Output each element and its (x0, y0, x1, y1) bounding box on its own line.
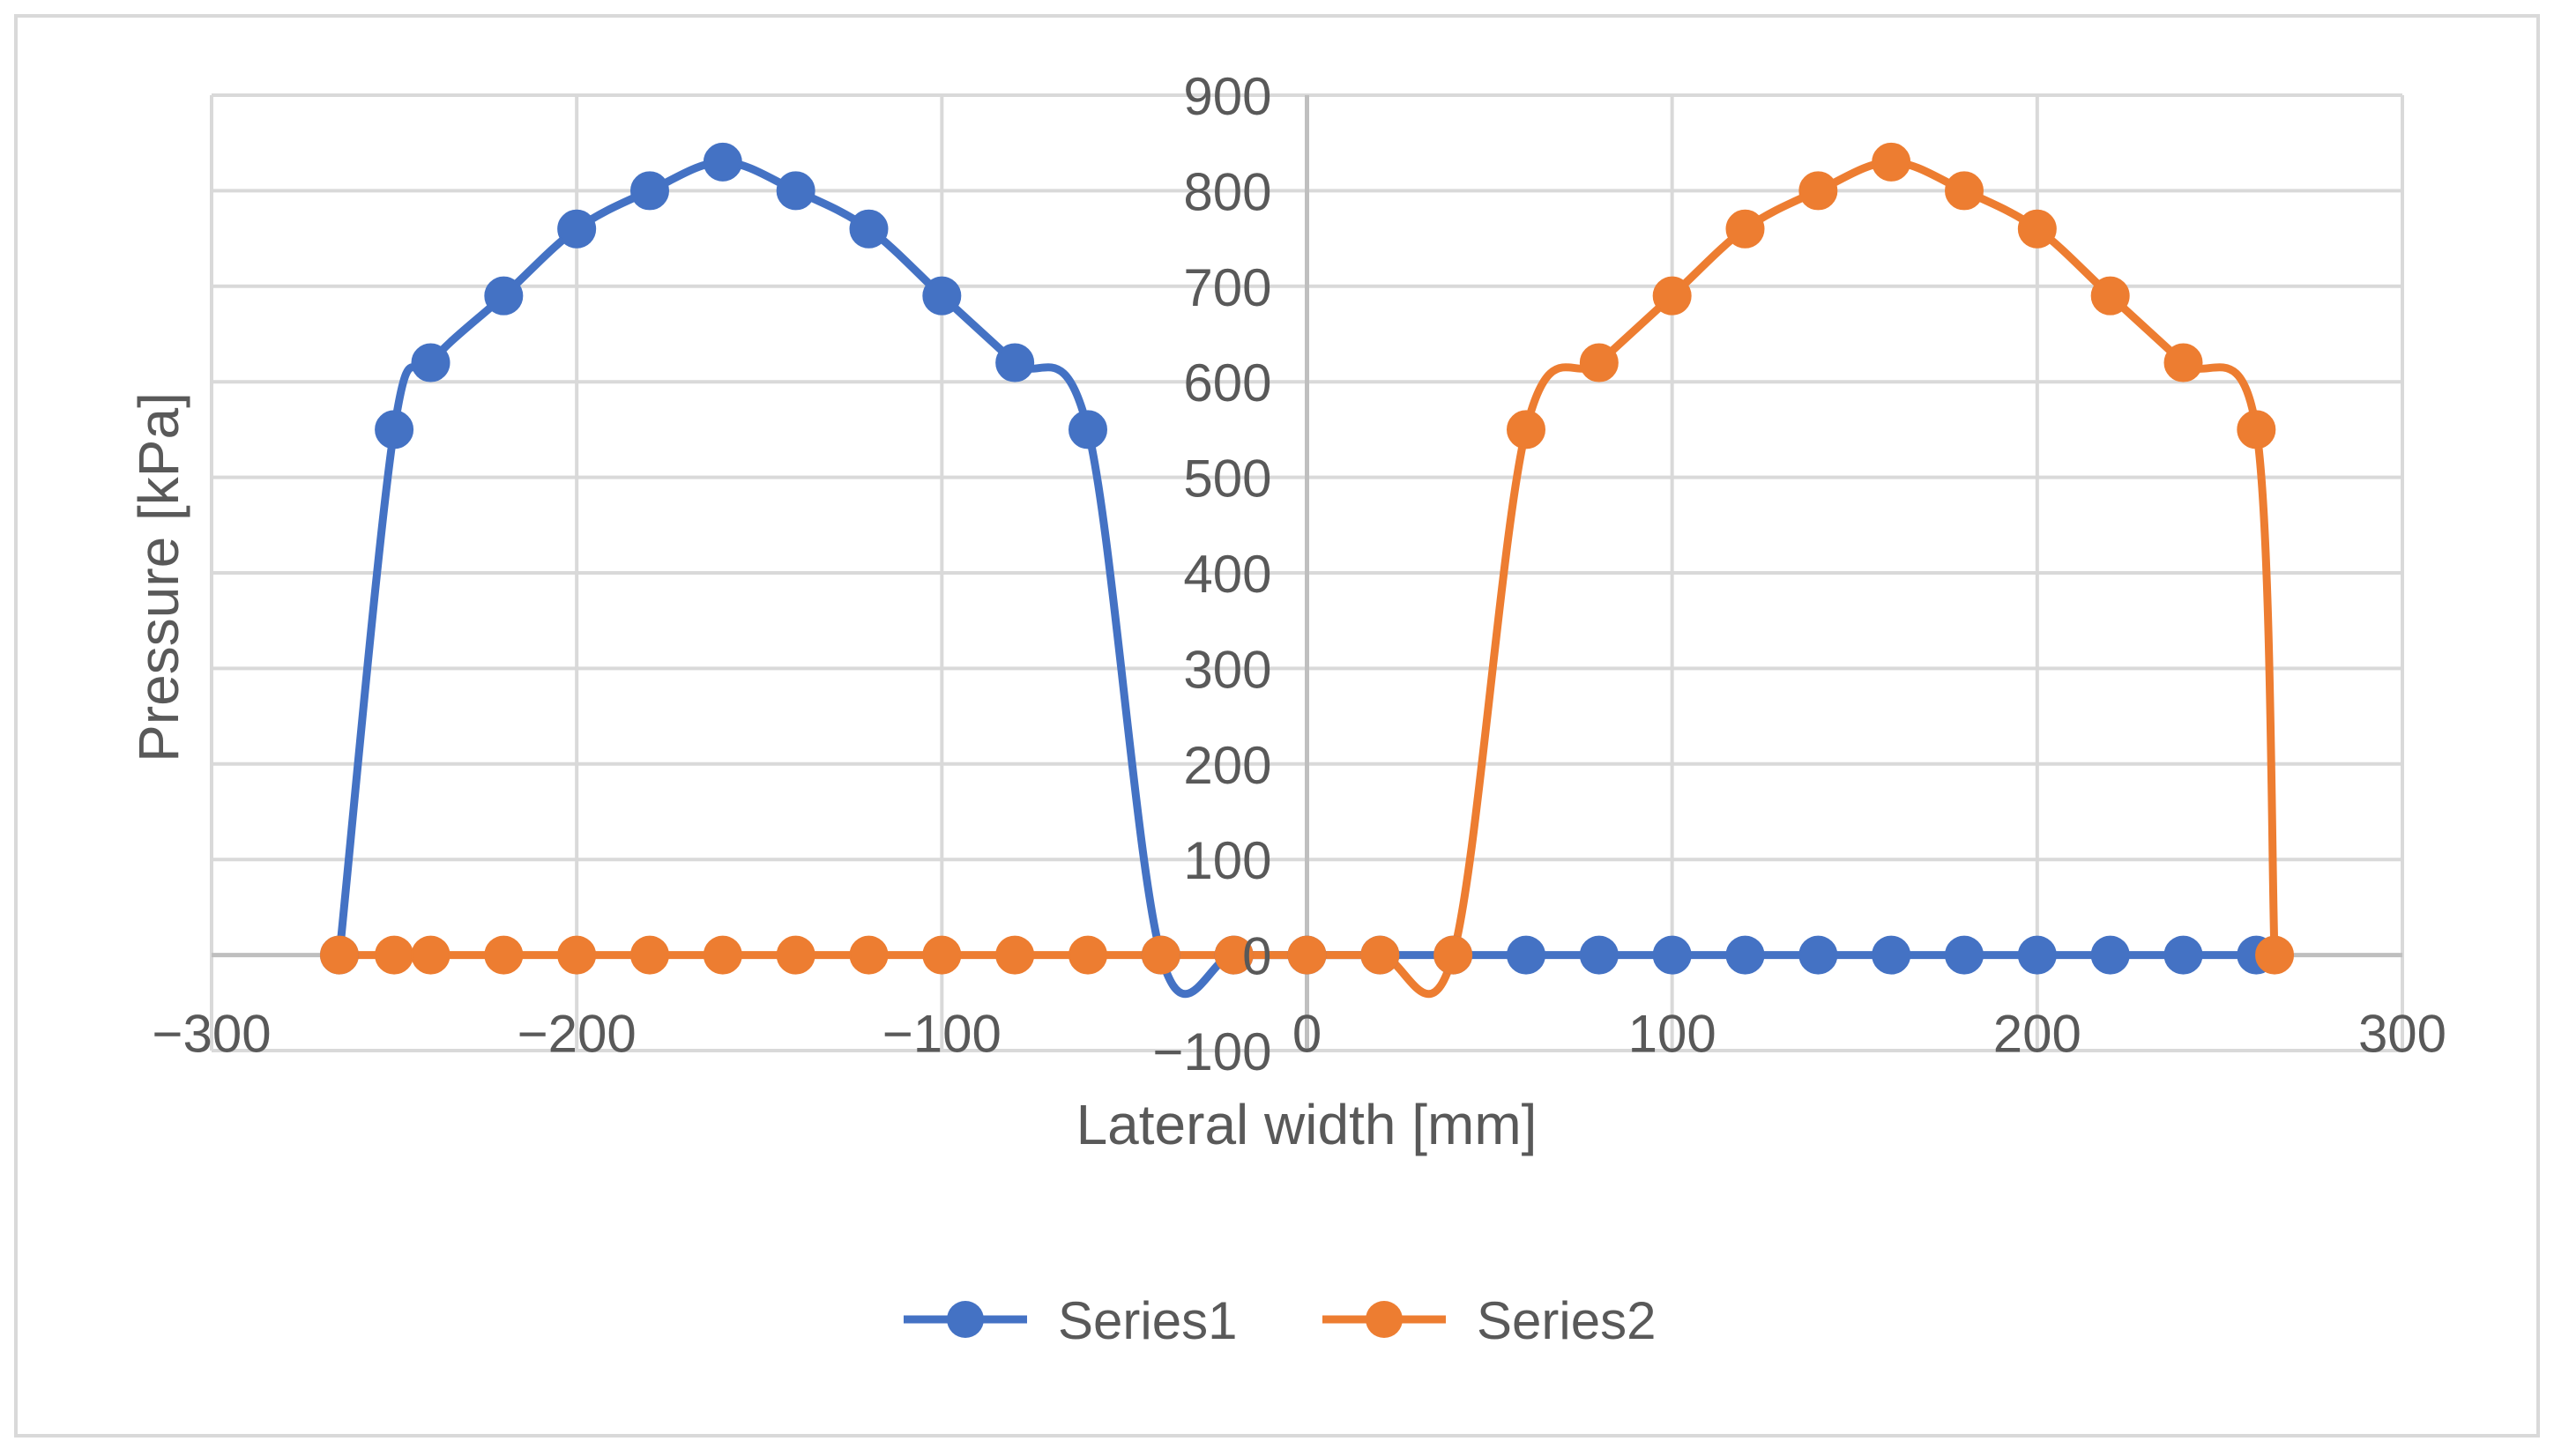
y-axis-title: Pressure [kPa] (127, 392, 190, 762)
series1-point (630, 171, 669, 211)
x-tick-label: 0 (1292, 1005, 1322, 1064)
y-tick-label: 800 (1183, 162, 1271, 221)
series2-point (1579, 343, 1619, 383)
tick-labels: −100 0 100 200 300 400 500 600 700 800 900 −300 −200… (152, 67, 2446, 1081)
series2-point (319, 935, 359, 975)
series1-point (1652, 935, 1692, 975)
series2-point (375, 935, 414, 975)
series1-point (2163, 935, 2203, 975)
series2-point (995, 935, 1035, 975)
x-axis-title: Lateral width [mm] (1076, 1093, 1538, 1156)
series1-point (776, 171, 815, 211)
series1-point (411, 343, 450, 383)
series2-point (922, 935, 962, 975)
y-tick-label: 100 (1183, 831, 1271, 890)
x-tick-label: 300 (2358, 1005, 2446, 1064)
series2-point (2255, 935, 2295, 975)
x-tick-label: −200 (518, 1005, 637, 1064)
y-tick-label: 400 (1183, 545, 1271, 604)
series2-point (2163, 343, 2203, 383)
series2-point (1507, 410, 1545, 449)
series2-point (776, 935, 815, 975)
y-tick-label: 600 (1183, 353, 1271, 412)
series2-point (1141, 935, 1180, 975)
legend-label-1: Series1 (1058, 1291, 1237, 1350)
series1-point (1872, 935, 1911, 975)
series1-point (2017, 935, 2057, 975)
series1-point (2090, 935, 2130, 975)
x-tick-label: 200 (1993, 1005, 2081, 1064)
series2-point (1872, 142, 1911, 182)
series1-point (1579, 935, 1619, 975)
series2-point (2017, 209, 2057, 249)
series2-point (1945, 171, 1984, 211)
x-tick-label: 100 (1628, 1005, 1716, 1064)
series1-point (484, 276, 524, 316)
series1-point (1069, 410, 1107, 449)
y-tick-label: 0 (1242, 927, 1271, 986)
x-tick-label: −300 (152, 1005, 271, 1064)
legend-marker-1 (947, 1301, 984, 1338)
series-line-2 (335, 158, 2279, 999)
series1-point (849, 209, 889, 249)
series2-point (1069, 935, 1107, 975)
series2-point (1287, 935, 1327, 975)
series2-point (411, 935, 450, 975)
series2-point (1360, 935, 1400, 975)
legend-marker-2 (1366, 1301, 1403, 1338)
series1-point (1798, 935, 1838, 975)
series2-point (1725, 209, 1765, 249)
x-tick-label: −100 (882, 1005, 1001, 1064)
series2-point (557, 935, 597, 975)
y-tick-label: 200 (1183, 736, 1271, 795)
legend-label-2: Series2 (1477, 1291, 1656, 1350)
y-tick-label: 700 (1183, 258, 1271, 317)
chart-border (14, 14, 2540, 1437)
series1-point (375, 410, 414, 449)
y-tick-label: 900 (1183, 67, 1271, 126)
y-tick-label: 300 (1183, 640, 1271, 699)
series1-point (1507, 935, 1545, 975)
series1-point (557, 209, 597, 249)
series-markers (319, 142, 2295, 975)
series2-point (1214, 935, 1254, 975)
series2-point (484, 935, 524, 975)
series1-point (1725, 935, 1765, 975)
series2-point (703, 935, 742, 975)
series1-point (703, 142, 742, 182)
series2-point (1433, 935, 1473, 975)
y-tick-label: −100 (1152, 1022, 1271, 1081)
legend: Series1 Series2 (904, 1291, 1656, 1350)
series1-point (922, 276, 962, 316)
series2-point (1798, 171, 1838, 211)
series1-point (995, 343, 1035, 383)
series2-point (630, 935, 669, 975)
y-tick-label: 500 (1183, 449, 1271, 509)
series2-point (849, 935, 889, 975)
series2-point (2090, 276, 2130, 316)
series2-point (2237, 410, 2276, 449)
series1-point (1945, 935, 1984, 975)
series2-point (1652, 276, 1692, 316)
